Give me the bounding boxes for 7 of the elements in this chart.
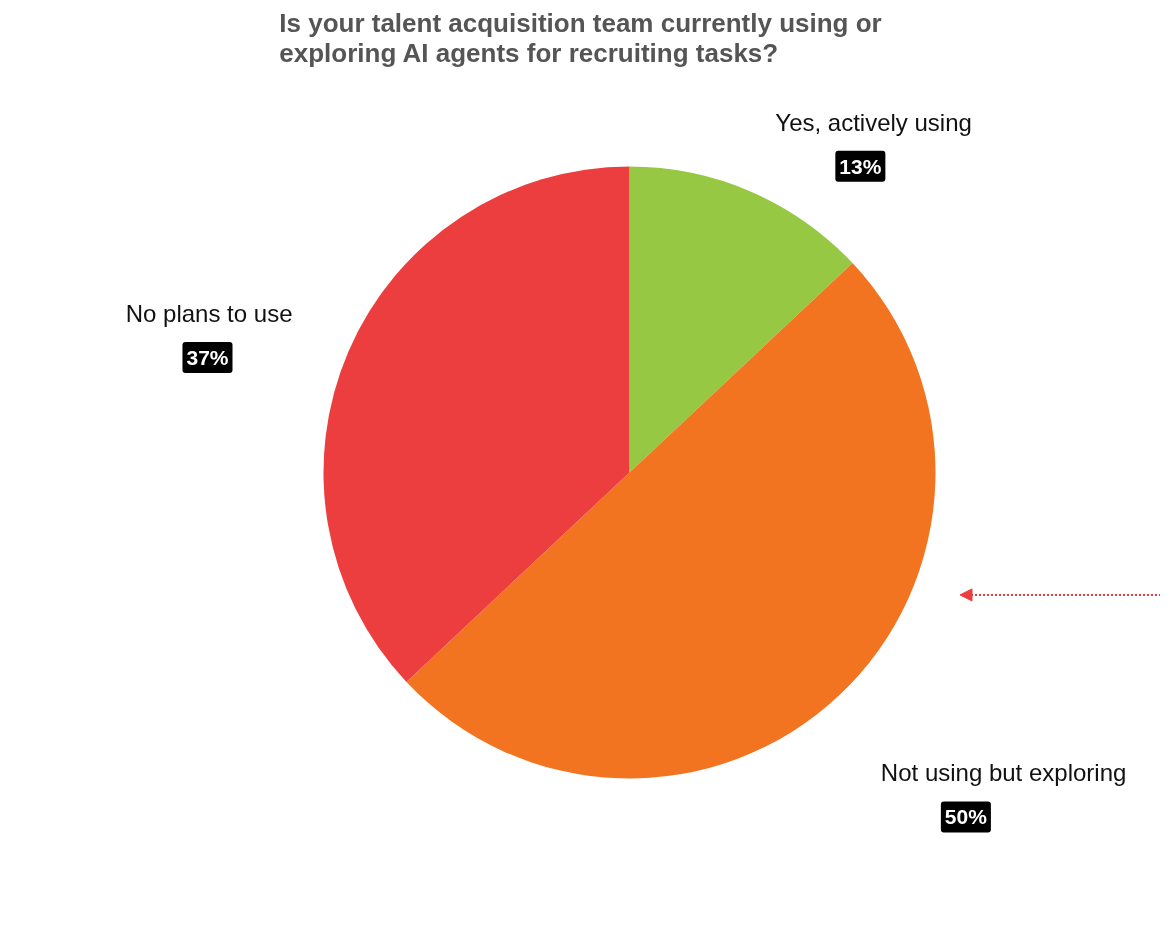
data-label: 13% — [839, 154, 882, 178]
data-label: 37% — [186, 345, 229, 369]
slice-label: Yes, actively using — [775, 108, 972, 136]
chart-title: Is your talent acquisition team currently using or exploring AI agents for recruiting tasks? — [279, 7, 882, 68]
data-label: 50% — [944, 805, 988, 829]
slice-label: Not using but exploring — [880, 759, 1127, 787]
slice-label: No plans to use — [125, 299, 293, 327]
